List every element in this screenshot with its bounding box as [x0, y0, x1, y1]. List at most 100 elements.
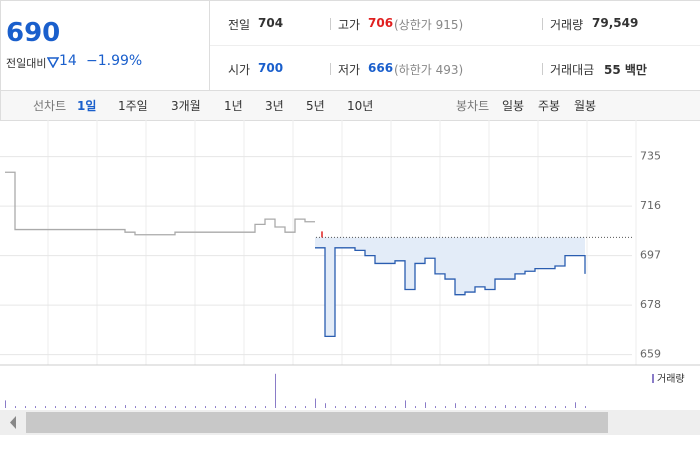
volume-bar — [165, 406, 166, 408]
volume-bar — [485, 406, 486, 408]
volume-bar — [75, 406, 76, 408]
candle-tab[interactable]: 월봉 — [574, 99, 597, 113]
volume-bar — [375, 406, 376, 408]
volume-bar — [85, 406, 86, 408]
volume-bar — [535, 406, 536, 408]
chart: 735 716 697 678 659 거래량 — [0, 120, 700, 435]
volume-bar — [195, 406, 196, 408]
volume-bar — [575, 402, 576, 408]
volume-bar — [555, 406, 556, 408]
volume-bar — [135, 406, 136, 408]
sep — [330, 63, 331, 75]
change-pct: −1.99% — [86, 53, 143, 69]
info-label: 시가 — [228, 63, 251, 77]
volume-bar — [475, 406, 476, 408]
volume-bar — [295, 406, 296, 408]
period-tab[interactable]: 1일 — [77, 99, 97, 113]
volume-bar — [455, 403, 456, 408]
volume-bar — [395, 406, 396, 408]
down-icon — [47, 57, 59, 68]
volume-bar — [15, 406, 16, 408]
volume-bar — [245, 406, 246, 408]
volume-bar — [255, 406, 256, 408]
candle-tab[interactable]: 주봉 — [538, 99, 561, 113]
sep — [542, 18, 543, 30]
volume-bar — [235, 406, 236, 408]
line — [315, 247, 586, 338]
period-tab[interactable]: 1주일 — [118, 99, 148, 113]
volume-bar — [565, 406, 566, 408]
volume-bar — [215, 406, 216, 408]
divider — [210, 45, 700, 46]
volume-bar — [435, 406, 436, 408]
volume-bar — [545, 406, 546, 408]
change-label: 전일대비 — [6, 57, 47, 70]
info-label: 고가 — [338, 18, 361, 32]
volume-bar — [415, 406, 416, 408]
info-value: 704 — [258, 16, 284, 30]
period-tab[interactable]: 3년 — [265, 99, 284, 113]
volume-bar — [315, 398, 316, 408]
info-value: 700 — [258, 61, 284, 75]
volume-bar — [225, 406, 226, 408]
volume-bar — [405, 400, 406, 408]
scroll-thumb[interactable] — [26, 412, 608, 433]
volume-bar — [55, 406, 56, 408]
period-tab[interactable]: 1년 — [224, 99, 243, 113]
candle-tab[interactable]: 일봉 — [502, 99, 525, 113]
info-extra: (하한가 493) — [394, 63, 464, 77]
y-tick-label: 659 — [640, 348, 661, 361]
y-tick-label: 716 — [640, 199, 661, 212]
info-label: 전일 — [228, 18, 251, 32]
y-tick-label: 697 — [640, 249, 661, 262]
period-tab[interactable]: 10년 — [347, 99, 374, 113]
volume-bar — [385, 406, 386, 408]
volume-bar — [185, 406, 186, 408]
info-label: 거래대금 — [550, 63, 595, 77]
volume-bar — [175, 406, 176, 408]
price: 690 — [6, 18, 61, 48]
sep — [330, 18, 331, 30]
legend-swatch — [652, 374, 654, 383]
volume-bar — [285, 406, 286, 408]
volume-bar — [35, 406, 36, 408]
info-value: 79,549 — [592, 16, 639, 30]
legend-label: 거래량 — [657, 373, 685, 385]
volume-bar — [425, 402, 426, 408]
sep — [542, 63, 543, 75]
volume-bar — [305, 406, 306, 408]
volume-bar — [115, 406, 116, 408]
volume-bar — [585, 406, 586, 408]
volume-bar — [465, 406, 466, 408]
period-tab[interactable]: 3개월 — [171, 99, 201, 113]
volume-bar — [525, 406, 526, 408]
info-label: 저가 — [338, 63, 361, 77]
info-value: 666 — [368, 61, 394, 75]
volume-bar — [5, 400, 6, 408]
volume-bar — [365, 406, 366, 408]
volume-bar — [335, 406, 336, 408]
volume-bar — [505, 405, 506, 408]
volume-bar — [25, 406, 26, 408]
tab-bar — [0, 90, 700, 121]
info-extra: (상한가 915) — [394, 18, 464, 32]
area — [315, 237, 585, 337]
volume-bar — [105, 406, 106, 408]
info-value: 55 백만 — [604, 63, 647, 77]
info-value: 706 — [368, 16, 394, 30]
volume-bar — [265, 406, 266, 408]
volume-bar — [145, 406, 146, 408]
volume-bar — [205, 406, 206, 408]
period-tab[interactable]: 5년 — [306, 99, 325, 113]
y-tick-label: 735 — [640, 150, 661, 163]
volume-bar — [445, 406, 446, 408]
volume-bar — [275, 373, 276, 408]
divider — [209, 0, 210, 90]
info-label: 거래량 — [550, 18, 584, 32]
volume-bar — [125, 405, 126, 408]
change: 14 — [59, 53, 77, 69]
volume-bar — [495, 406, 496, 408]
volume-bar — [325, 403, 326, 408]
tab-label: 선차트 — [33, 99, 67, 113]
